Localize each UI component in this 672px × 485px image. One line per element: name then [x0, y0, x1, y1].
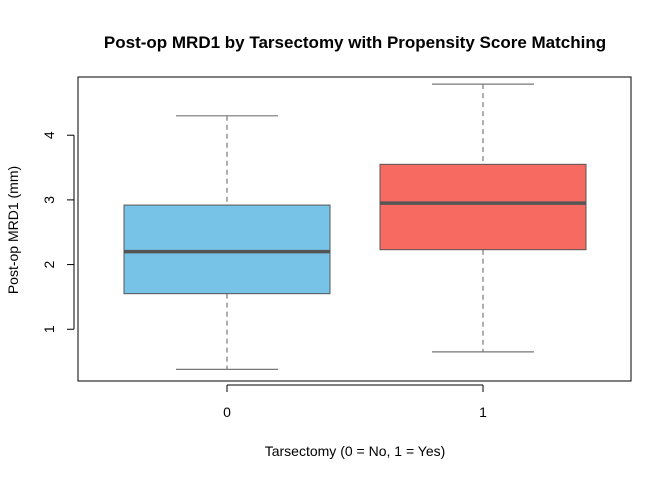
x-axis-label: Tarsectomy (0 = No, 1 = Yes)	[265, 443, 446, 459]
box-iqr	[123, 204, 331, 295]
y-tick-label: 3	[41, 196, 57, 204]
plot-frame	[77, 76, 632, 382]
chart-title: Post-op MRD1 by Tarsectomy with Propensi…	[104, 33, 606, 52]
box-iqr	[379, 163, 587, 251]
y-axis-label: Post-op MRD1 (mm)	[5, 166, 21, 294]
x-tick-label: 1	[479, 404, 487, 420]
x-tick-label: 0	[223, 404, 231, 420]
y-tick-label: 2	[41, 260, 57, 268]
chart-marks: 1 2 3 4 0 1	[41, 83, 587, 420]
y-tick-label: 1	[41, 325, 57, 333]
y-tick-label: 4	[41, 131, 57, 139]
